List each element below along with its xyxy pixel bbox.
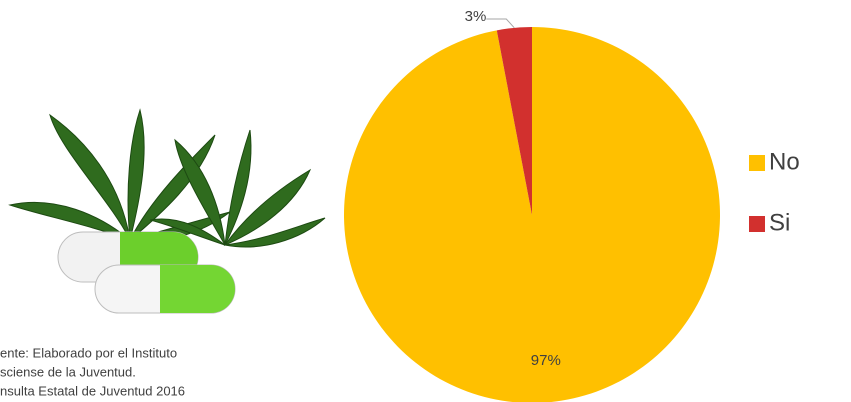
- legend-label: Si: [769, 209, 790, 236]
- legend-swatch: [749, 216, 765, 232]
- source-line: sciense de la Juventud.: [0, 364, 136, 379]
- source-note: ente: Elaborado por el Instituto sciense …: [0, 345, 185, 398]
- pie: 97% 3%: [344, 8, 720, 402]
- pie-slice: [344, 27, 720, 402]
- legend: No Si: [749, 148, 800, 236]
- legend-label: No: [769, 148, 800, 175]
- legend-swatch: [749, 155, 765, 171]
- data-label: 97%: [531, 352, 561, 369]
- pie-slice: [496, 27, 532, 215]
- illustration: [8, 108, 326, 314]
- source-line: nsulta Estatal de Juventud 2016: [0, 383, 185, 398]
- leader-line: [486, 18, 515, 29]
- data-label: 3%: [465, 8, 487, 25]
- source-line: ente: Elaborado por el Instituto: [0, 345, 177, 360]
